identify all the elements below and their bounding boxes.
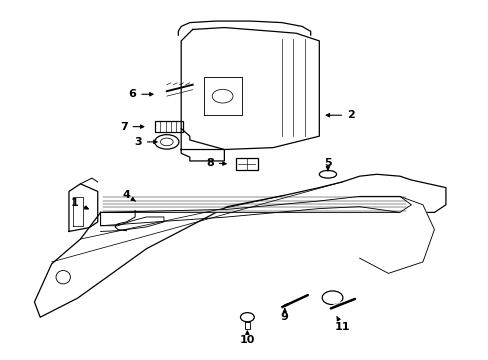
- Polygon shape: [69, 184, 98, 231]
- Polygon shape: [181, 28, 319, 149]
- Text: 5: 5: [324, 158, 331, 171]
- Polygon shape: [101, 197, 410, 212]
- Text: 6: 6: [128, 89, 153, 99]
- Bar: [235, 158, 257, 171]
- Polygon shape: [34, 174, 445, 317]
- Text: 7: 7: [120, 122, 143, 132]
- Bar: [155, 121, 183, 132]
- Polygon shape: [181, 129, 224, 161]
- Circle shape: [240, 312, 254, 322]
- Text: 11: 11: [334, 316, 349, 332]
- Text: 8: 8: [205, 158, 225, 168]
- Bar: [235, 158, 257, 171]
- Text: 1: 1: [71, 198, 88, 209]
- Bar: [155, 121, 183, 132]
- Polygon shape: [359, 197, 433, 273]
- Ellipse shape: [319, 171, 336, 178]
- Ellipse shape: [154, 135, 179, 149]
- Text: 4: 4: [122, 190, 135, 201]
- Text: 3: 3: [134, 137, 157, 147]
- Text: 10: 10: [239, 331, 255, 345]
- Text: 2: 2: [325, 110, 354, 120]
- Text: 9: 9: [280, 309, 288, 322]
- Circle shape: [322, 291, 342, 305]
